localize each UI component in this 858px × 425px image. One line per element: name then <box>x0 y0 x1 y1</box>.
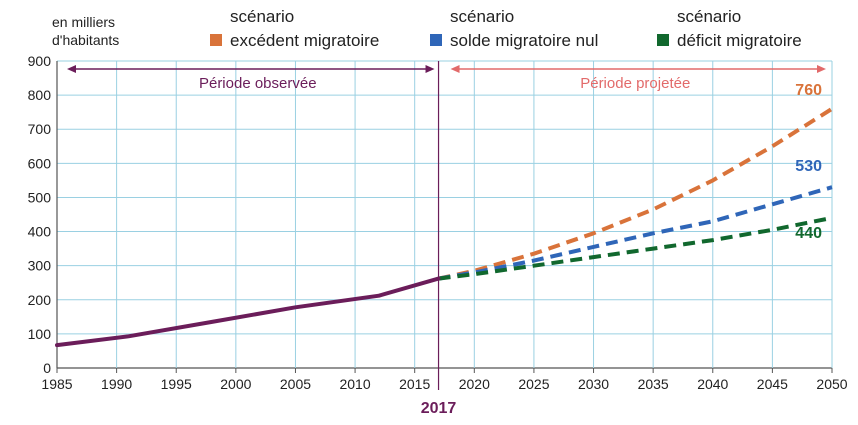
y-tick-label: 500 <box>28 189 52 205</box>
legend-label: excédent migratoire <box>230 31 379 50</box>
y-tick-label: 800 <box>28 87 52 103</box>
projection-line-nul <box>438 185 833 281</box>
y-axis-ticks: 0 100 200 300 400 500 600 700 800 900 <box>28 53 52 376</box>
legend-prefix: scénario <box>677 7 741 26</box>
projected-arrow-arrowhead-left <box>450 65 460 73</box>
end-label-excedent: 760 <box>795 82 822 99</box>
x-tick-label: 2020 <box>459 376 490 392</box>
x-tick-label: 2005 <box>280 376 311 392</box>
legend-swatch-0 <box>210 34 222 46</box>
x-tick-label: 2000 <box>220 376 251 392</box>
observed-period-label: Période observée <box>199 75 317 92</box>
y-axis-unit-label: en milliers d'habitants <box>52 14 119 48</box>
x-tick-label: 2050 <box>816 376 847 392</box>
projection-line-excedent <box>438 107 834 281</box>
gridlines <box>56 60 833 390</box>
legend-label: déficit migratoire <box>677 31 802 50</box>
legend-prefix: scénario <box>450 7 514 26</box>
y-tick-label: 200 <box>28 292 52 308</box>
x-tick-label: 2025 <box>518 376 549 392</box>
x-tick-label: 2040 <box>697 376 728 392</box>
projected-arrow-arrowhead-right <box>817 65 826 73</box>
projection-line-deficit <box>438 215 833 281</box>
observed-arrow-arrowhead-left <box>67 65 76 73</box>
end-label-deficit: 440 <box>795 225 822 242</box>
y-tick-label: 300 <box>28 258 52 274</box>
y-tick-label: 400 <box>28 224 52 240</box>
split-year-label: 2017 <box>421 400 457 417</box>
y-tick-label: 100 <box>28 326 52 342</box>
x-tick-label: 1995 <box>161 376 192 392</box>
legend-swatch-1 <box>430 34 442 46</box>
legend-prefix: scénario <box>230 7 294 26</box>
y-tick-label: 600 <box>28 155 52 171</box>
y-tick-label: 700 <box>28 121 52 137</box>
observed-arrow-arrowhead-right <box>425 65 435 73</box>
x-tick-label: 2015 <box>399 376 430 392</box>
unit-label-line: en milliers <box>52 14 115 30</box>
observed-line <box>55 276 441 348</box>
y-tick-label: 900 <box>28 53 52 69</box>
legend-label: solde migratoire nul <box>450 31 598 50</box>
x-tick-label: 2010 <box>339 376 370 392</box>
x-tick-label: 2045 <box>757 376 788 392</box>
x-tick-label: 2035 <box>638 376 669 392</box>
legend-swatch-2 <box>657 34 669 46</box>
series-end-labels: 760 530 440 <box>795 82 822 242</box>
end-label-nul: 530 <box>795 158 822 175</box>
projected-period-label: Période projetée <box>580 75 690 92</box>
x-axis-ticks: 1985 1990 1995 2000 2005 2010 2015 2020 2025 2030… <box>41 368 848 392</box>
legend: scénario excédent migratoire scénario solde… <box>210 7 802 50</box>
y-tick-label: 0 <box>43 360 51 376</box>
x-tick-label: 1990 <box>101 376 132 392</box>
x-tick-label: 2030 <box>578 376 609 392</box>
series-lines <box>55 107 834 348</box>
unit-label-line: d'habitants <box>52 32 119 48</box>
x-tick-label: 1985 <box>41 376 72 392</box>
period-annotations: Période observée Période projetée <box>67 65 826 92</box>
